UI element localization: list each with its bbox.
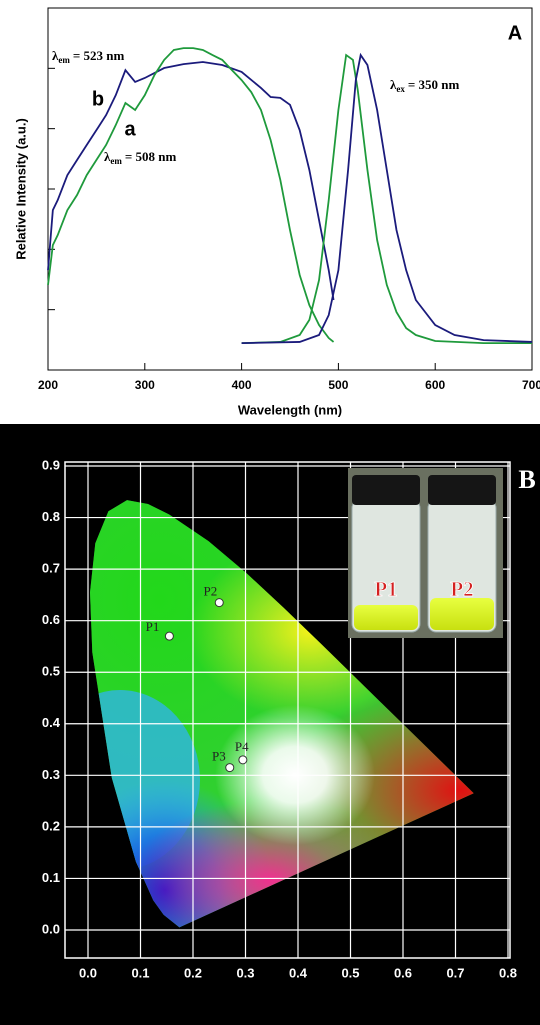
- x-tick-label: 300: [135, 378, 155, 392]
- panel-label: B: [518, 465, 535, 494]
- point: [214, 598, 224, 608]
- annotation: λem = 523 nm: [52, 48, 125, 65]
- powder: [430, 598, 494, 630]
- x-tick-label: 500: [328, 378, 348, 392]
- x-tick-label: 400: [232, 378, 252, 392]
- y-tick-label: 0.5: [42, 664, 60, 679]
- x-tick-label: 200: [38, 378, 58, 392]
- annotation: λem = 508 nm: [104, 149, 177, 166]
- x-tick-label: 700: [522, 378, 540, 392]
- panel-label: A: [508, 22, 522, 44]
- panel-a: A Wavelength (nm) Relative Intensity (a.…: [13, 7, 540, 417]
- x-axis-title: Wavelength (nm): [238, 402, 342, 417]
- curve-label: a: [124, 118, 136, 140]
- y-tick-label: 0.0: [42, 921, 60, 936]
- x-tick-label: 0.1: [131, 965, 149, 980]
- inset-photo: P1 P2: [348, 468, 503, 638]
- plot-frame: [64, 461, 511, 959]
- y-tick-label: 0.7: [42, 561, 60, 576]
- annotation: λex = 350 nm: [390, 77, 460, 94]
- x-tick-label: 0.8: [499, 965, 517, 980]
- y-tick-label: 0.4: [42, 715, 61, 730]
- point: [164, 631, 174, 641]
- y-tick-label: 0.3: [42, 767, 60, 782]
- vial-cap: [352, 475, 420, 505]
- y-tick-label: 0.1: [42, 870, 60, 885]
- x-tick-label: 0.6: [394, 965, 412, 980]
- series-line: [47, 47, 335, 343]
- point-label: P1: [146, 619, 160, 634]
- inset-label: P2: [450, 577, 473, 601]
- point: [225, 763, 235, 773]
- series-line: [241, 53, 532, 345]
- x-tick-label: 0.5: [341, 965, 359, 980]
- grid: [65, 462, 510, 958]
- vial-cap: [428, 475, 496, 505]
- x-tick-label: 600: [425, 378, 445, 392]
- y-tick-label: 0.9: [42, 457, 60, 472]
- point-label: P3: [212, 749, 226, 764]
- point-label: P4: [235, 739, 249, 754]
- point: [238, 755, 248, 765]
- x-tick-label: 0.2: [184, 965, 202, 980]
- series-line: [47, 61, 335, 301]
- x-tick-label: 0.7: [446, 965, 464, 980]
- y-tick-label: 0.6: [42, 612, 60, 627]
- series-line: [241, 52, 533, 345]
- x-tick-label: 0.0: [79, 965, 97, 980]
- point-label: P2: [204, 584, 218, 599]
- curve-label: b: [92, 88, 104, 110]
- y-tick-label: 0.8: [42, 509, 60, 524]
- x-tick-label: 0.4: [289, 965, 308, 980]
- y-axis-title: Relative Intensity (a.u.): [13, 118, 28, 260]
- panel-b: P1 P2 B 0.0 0.1 0.2 0.3 0.4 0.5 0.6 0.7 0.8 0.0 0.…: [0, 424, 540, 1025]
- x-tick-label: 0.3: [236, 965, 254, 980]
- powder: [354, 605, 418, 630]
- y-tick-label: 0.2: [42, 818, 60, 833]
- inset-label: P1: [374, 577, 397, 601]
